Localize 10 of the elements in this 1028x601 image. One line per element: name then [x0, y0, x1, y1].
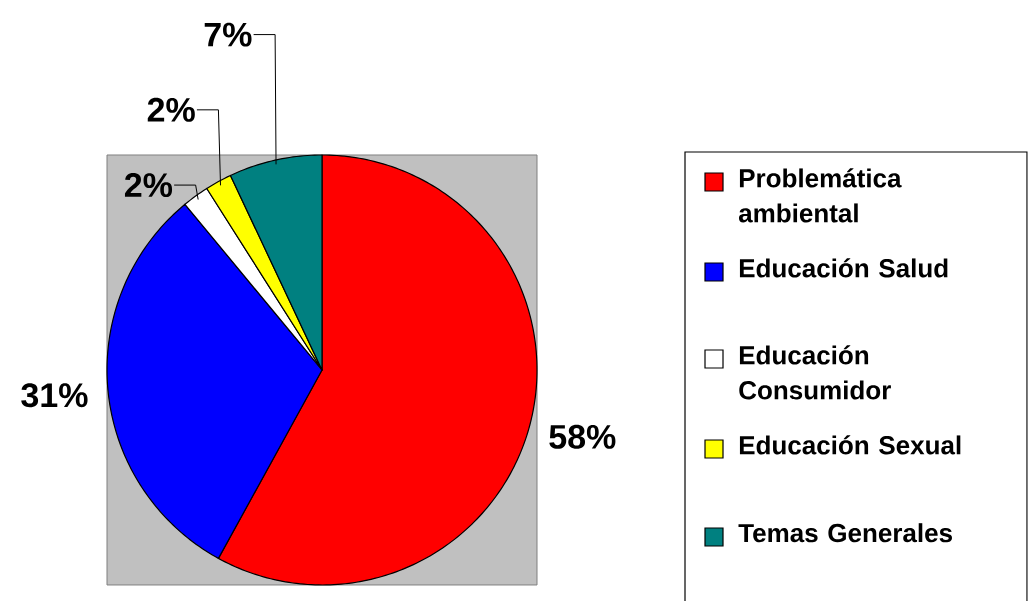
data-label: 2% — [124, 173, 173, 198]
legend-label: Educación Salud — [739, 258, 948, 278]
data-label: 2% — [147, 97, 195, 122]
legend-label: Temas Generales — [738, 523, 952, 543]
legend-label: Educación Consumidor — [739, 345, 891, 400]
legend-label: Educación Sexual — [739, 435, 961, 455]
data-label: 7% — [204, 22, 252, 47]
data-label: 31% — [21, 383, 88, 408]
legend-label: Problemática ambiental — [738, 168, 902, 223]
data-label: 58% — [549, 424, 616, 449]
